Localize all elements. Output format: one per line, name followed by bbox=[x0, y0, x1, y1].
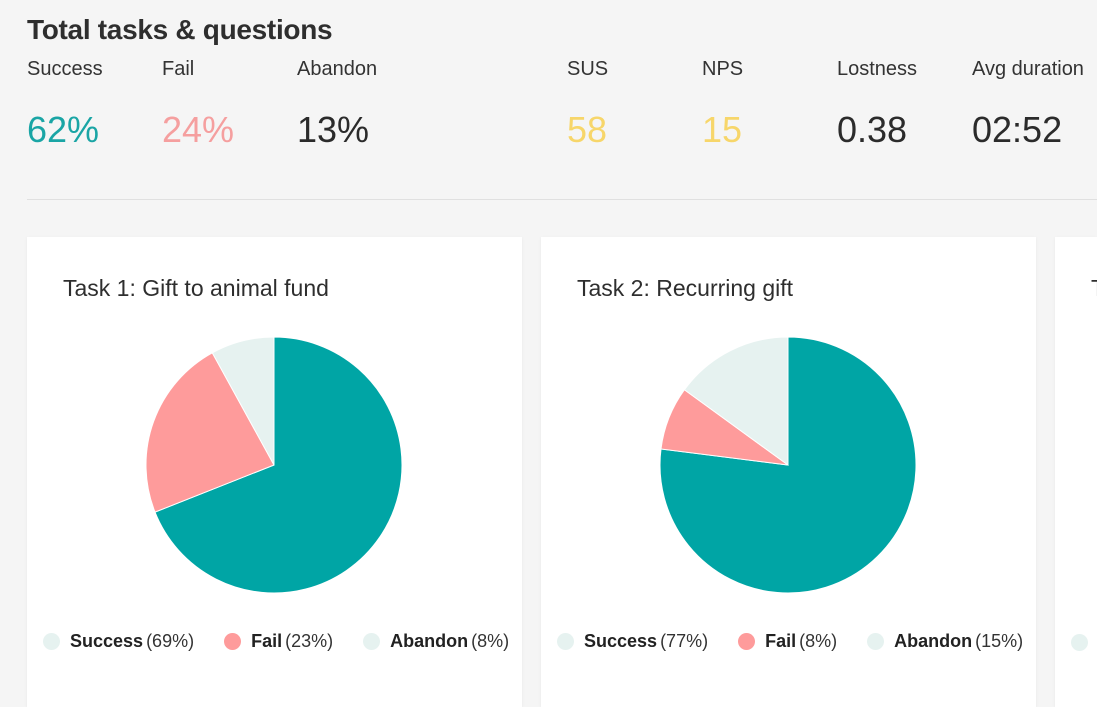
stat-value: 02:52 bbox=[972, 109, 1063, 150]
legend-item-success[interactable]: Success (77%) bbox=[557, 631, 708, 652]
legend-percent: (77%) bbox=[660, 631, 709, 651]
legend-dot-fail bbox=[224, 633, 242, 650]
pie-slice-abandon[interactable] bbox=[211, 336, 275, 466]
stat-fail: Fail 24% bbox=[162, 58, 234, 151]
stat-sus: SUS 58 bbox=[567, 58, 608, 151]
legend-dot-success bbox=[557, 633, 574, 650]
legend-dot-abandon bbox=[363, 633, 381, 650]
legend-percent: (8%) bbox=[799, 631, 838, 651]
stat-nps: NPS 15 bbox=[702, 58, 743, 151]
legend-label: Success bbox=[70, 631, 144, 651]
stat-value: 62% bbox=[27, 109, 100, 150]
stat-value: 0.38 bbox=[837, 109, 908, 150]
stat-label: Avg duration bbox=[972, 58, 1084, 80]
legend-item-abandon[interactable]: Abandon (8%) bbox=[363, 631, 509, 652]
pie-chart bbox=[659, 336, 917, 594]
task-card-2[interactable]: Task 2: Recurring gift Success (77%) Fai… bbox=[541, 237, 1036, 707]
header-divider bbox=[27, 199, 1097, 200]
legend-label: Fail bbox=[251, 631, 283, 651]
stat-lostness: Lostness 0.38 bbox=[837, 58, 917, 151]
pie-chart bbox=[145, 336, 403, 594]
stat-avg-duration: Avg duration 02:52 bbox=[972, 58, 1084, 151]
stat-value: 58 bbox=[567, 109, 608, 150]
stat-label: Abandon bbox=[297, 58, 378, 80]
card-title: Task 2: Recurring gift bbox=[577, 275, 794, 301]
legend-dot-abandon bbox=[867, 633, 885, 650]
legend-dot-fail bbox=[738, 633, 756, 650]
pie-slice-success[interactable] bbox=[154, 336, 403, 594]
legend-item-success[interactable]: Success (69%) bbox=[43, 631, 194, 652]
stat-label: Lostness bbox=[837, 58, 918, 80]
legend-label: Abandon bbox=[390, 631, 469, 651]
card-title: T bbox=[1091, 275, 1097, 302]
stat-value: 15 bbox=[702, 109, 743, 150]
stat-label: Success bbox=[27, 58, 103, 80]
legend-label: Abandon bbox=[894, 631, 973, 651]
task-card-1[interactable]: Task 1: Gift to animal fund Success (69%… bbox=[27, 237, 522, 707]
stat-label: NPS bbox=[702, 58, 744, 80]
stat-value: 24% bbox=[162, 109, 235, 150]
stat-success: Success 62% bbox=[27, 58, 103, 151]
legend-item-abandon[interactable]: Abandon (15%) bbox=[867, 631, 1023, 652]
chart-legend: Success (69%) Fail (23%) Abandon (8%) bbox=[43, 631, 509, 652]
legend-label: Success bbox=[584, 631, 658, 651]
stat-label: Fail bbox=[162, 58, 195, 80]
card-title: Task 1: Gift to animal fund bbox=[63, 275, 329, 301]
legend-item-fail[interactable]: Fail (8%) bbox=[738, 631, 837, 652]
legend-dot-success bbox=[1071, 634, 1088, 651]
pie-slice-abandon[interactable] bbox=[683, 336, 789, 466]
pie-slice-success[interactable] bbox=[659, 336, 917, 594]
chart-legend: Success (77%) Fail (8%) Abandon (15%) bbox=[557, 631, 1023, 652]
stat-value: 13% bbox=[297, 109, 370, 150]
legend-percent: (8%) bbox=[471, 631, 510, 651]
legend-percent: (15%) bbox=[975, 631, 1024, 651]
legend-percent: (69%) bbox=[146, 631, 195, 651]
task-card-3[interactable]: T bbox=[1055, 237, 1097, 707]
stat-label: SUS bbox=[567, 58, 609, 80]
legend-percent: (23%) bbox=[285, 631, 334, 651]
legend-label: Fail bbox=[765, 631, 797, 651]
pie-slice-fail[interactable] bbox=[145, 352, 275, 513]
legend-item-fail[interactable]: Fail (23%) bbox=[224, 631, 333, 652]
stat-abandon: Abandon 13% bbox=[297, 58, 377, 151]
legend-dot-success bbox=[43, 633, 60, 650]
page-title: Total tasks & questions bbox=[27, 14, 333, 45]
